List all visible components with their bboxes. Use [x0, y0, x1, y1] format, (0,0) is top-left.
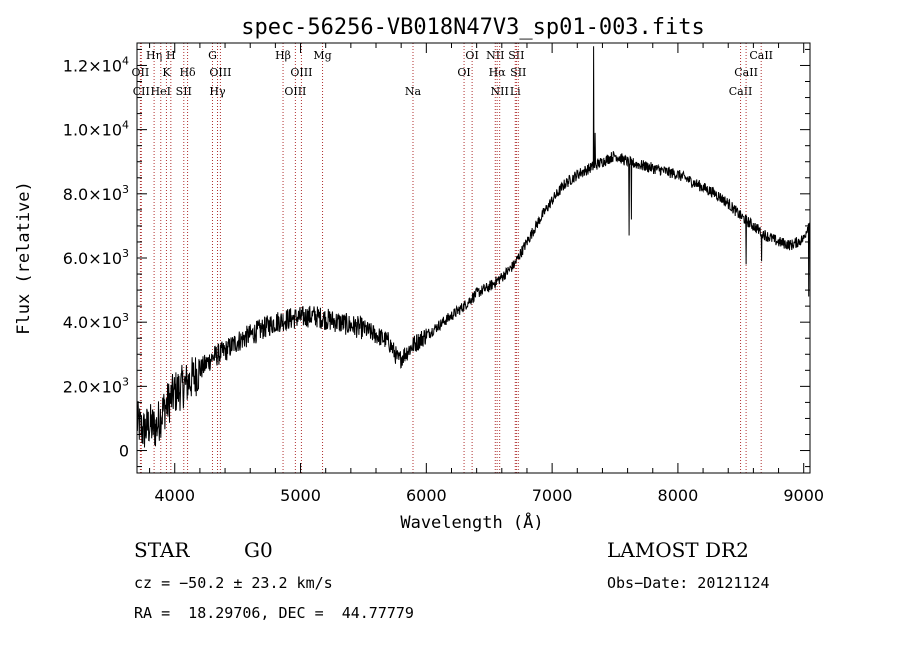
y-tick-label: 4.0×103	[63, 311, 129, 332]
emission-line-label: HeI	[151, 85, 171, 98]
emission-line-label: Hη	[146, 49, 162, 62]
axis-ticks: 4000 5000 6000 7000 8000 9000 0 2.0×103 4.0×103 6…	[63, 43, 824, 505]
coords-text: RA = 18.29706, DEC = 44.77779	[134, 604, 414, 622]
y-axis-label: Flux (relative)	[14, 181, 34, 335]
emission-line-label: K	[162, 66, 171, 79]
emission-line-label: Hγ	[209, 85, 226, 98]
x-tick-label: 4000	[154, 486, 195, 505]
emission-line-label: SII	[510, 66, 526, 79]
emission-line-label: CaII	[749, 49, 773, 62]
emission-line-label: SII	[508, 49, 524, 62]
emission-line-label: OIII	[284, 85, 306, 98]
y-tick-label: 6.0×103	[63, 247, 129, 268]
emission-line-label: Li	[510, 85, 521, 98]
x-tick-label: 8000	[658, 486, 699, 505]
emission-line-label: OIII	[290, 66, 312, 79]
emission-line-label: SII	[176, 85, 192, 98]
emission-line-label: NII	[491, 85, 509, 98]
emission-lines-layer: OIICIIHηHeIKHSIIHδGHγOIIIHβOIIIOIIIMgNaO…	[132, 43, 773, 473]
y-tick-label: 1.2×104	[63, 54, 129, 75]
survey-name: LAMOST DR2	[607, 538, 749, 562]
emission-line-label: CII	[133, 85, 150, 98]
emission-line-label: Hδ	[179, 66, 196, 79]
emission-line-label: G	[208, 49, 217, 62]
emission-line-label: Hβ	[275, 49, 291, 62]
emission-line-label: OI	[465, 49, 478, 62]
y-tick-label: 1.0×104	[63, 119, 129, 140]
x-tick-label: 7000	[532, 486, 573, 505]
object-subclass: G0	[244, 538, 273, 562]
emission-line-label: CaII	[734, 66, 758, 79]
spectrum-series	[136, 46, 811, 448]
y-tick-label: 0	[119, 442, 129, 461]
plot-frame	[136, 42, 811, 474]
chart-title: spec-56256-VB018N47V3_sp01-003.fits	[241, 15, 705, 40]
emission-line-label: Hα	[489, 66, 507, 79]
emission-line-label: H	[166, 49, 176, 62]
emission-line-label: OII	[132, 66, 150, 79]
emission-line-label: Mg	[313, 49, 331, 62]
x-tick-label: 9000	[783, 486, 824, 505]
y-tick-label: 2.0×103	[63, 375, 129, 396]
x-tick-label: 6000	[406, 486, 447, 505]
object-class: STAR	[134, 538, 190, 562]
emission-line-label: OIII	[209, 66, 231, 79]
emission-line-label: OI	[457, 66, 470, 79]
y-tick-label: 8.0×103	[63, 183, 129, 204]
emission-line-label: Na	[405, 85, 422, 98]
obs-date-text: Obs−Date: 20121124	[607, 574, 770, 592]
x-tick-label: 5000	[280, 486, 321, 505]
x-axis-label: Wavelength (Å)	[400, 511, 543, 533]
emission-line-label: NII	[486, 49, 504, 62]
velocity-text: cz = −50.2 ± 23.2 km/s	[134, 574, 333, 592]
emission-line-label: CaII	[729, 85, 753, 98]
